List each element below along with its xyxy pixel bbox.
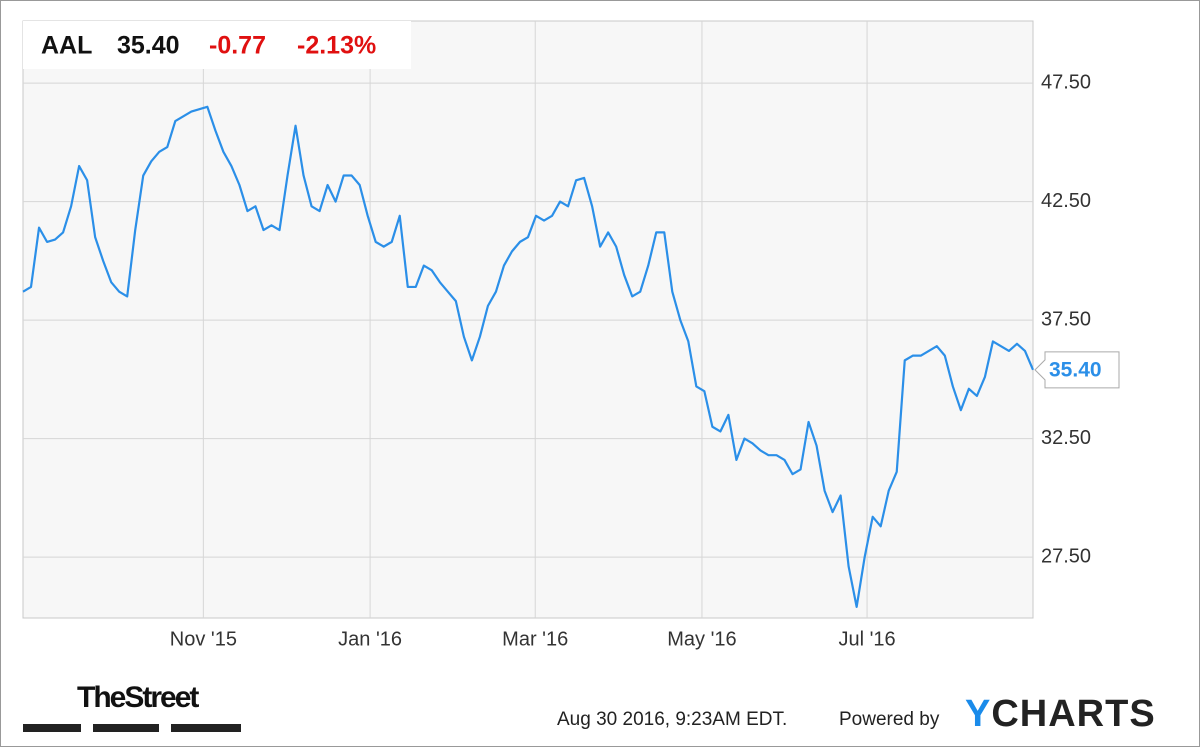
last-value-tag: [1034, 351, 1120, 389]
y-tick-label: 32.50: [1041, 427, 1091, 449]
x-tick-label: Jan '16: [338, 628, 402, 650]
brand-logo: YCHARTS: [965, 693, 1156, 735]
change-pct: -2.13%: [297, 32, 376, 60]
plot-area: [22, 20, 1034, 619]
logo-bar: [23, 724, 81, 732]
y-tick-label: 37.50: [1041, 308, 1091, 330]
change: -0.77: [209, 32, 266, 60]
source-logo: TheStreet: [77, 681, 199, 714]
logo-bar: [171, 724, 241, 732]
x-tick-label: Mar '16: [502, 628, 568, 650]
ticker: AAL: [41, 32, 92, 60]
powered-by: Powered by: [839, 709, 940, 730]
y-tick-label: 47.50: [1041, 71, 1091, 93]
header-box: [23, 21, 411, 69]
x-tick-label: May '16: [667, 628, 736, 650]
price: 35.40: [117, 32, 180, 60]
logo-bar: [93, 724, 159, 732]
y-tick-label: 27.50: [1041, 545, 1091, 567]
x-tick-label: Jul '16: [838, 628, 895, 650]
x-tick-label: Nov '15: [170, 628, 237, 650]
y-tick-label: 42.50: [1041, 190, 1091, 212]
brand-wrap: YCHARTS: [965, 693, 1156, 736]
last-value-label: 35.40: [1049, 358, 1102, 381]
timestamp: Aug 30 2016, 9:23AM EDT.: [557, 709, 788, 730]
price-line: [22, 105, 1035, 608]
